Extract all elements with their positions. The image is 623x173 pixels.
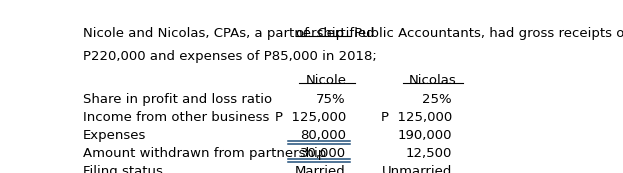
Text: 190,000: 190,000	[397, 129, 452, 142]
Text: 75%: 75%	[316, 93, 346, 106]
Text: 12,500: 12,500	[406, 147, 452, 160]
Text: 30,000: 30,000	[300, 147, 346, 160]
Text: P  125,000: P 125,000	[381, 111, 452, 124]
Text: of  Certified: of Certified	[296, 28, 375, 40]
Text: Share in profit and loss ratio: Share in profit and loss ratio	[83, 93, 272, 106]
Text: 25%: 25%	[422, 93, 452, 106]
Text: Income from other business: Income from other business	[83, 111, 269, 124]
Text: Expenses: Expenses	[83, 129, 146, 142]
Text: Amount withdrawn from partnership: Amount withdrawn from partnership	[83, 147, 326, 160]
Text: Filing status: Filing status	[83, 165, 163, 173]
Text: Married: Married	[295, 165, 346, 173]
Text: Nicolas: Nicolas	[409, 74, 457, 87]
Text: Nicole: Nicole	[306, 74, 347, 87]
Text: Unmarried: Unmarried	[382, 165, 452, 173]
Text: Nicole and Nicolas, CPAs, a partnership: Nicole and Nicolas, CPAs, a partnership	[83, 28, 348, 40]
Text: P  125,000: P 125,000	[275, 111, 346, 124]
Text: Public Accountants, had gross receipts of: Public Accountants, had gross receipts o…	[350, 28, 623, 40]
Text: P220,000 and expenses of P85,000 in 2018;: P220,000 and expenses of P85,000 in 2018…	[83, 50, 376, 63]
Text: 80,000: 80,000	[300, 129, 346, 142]
